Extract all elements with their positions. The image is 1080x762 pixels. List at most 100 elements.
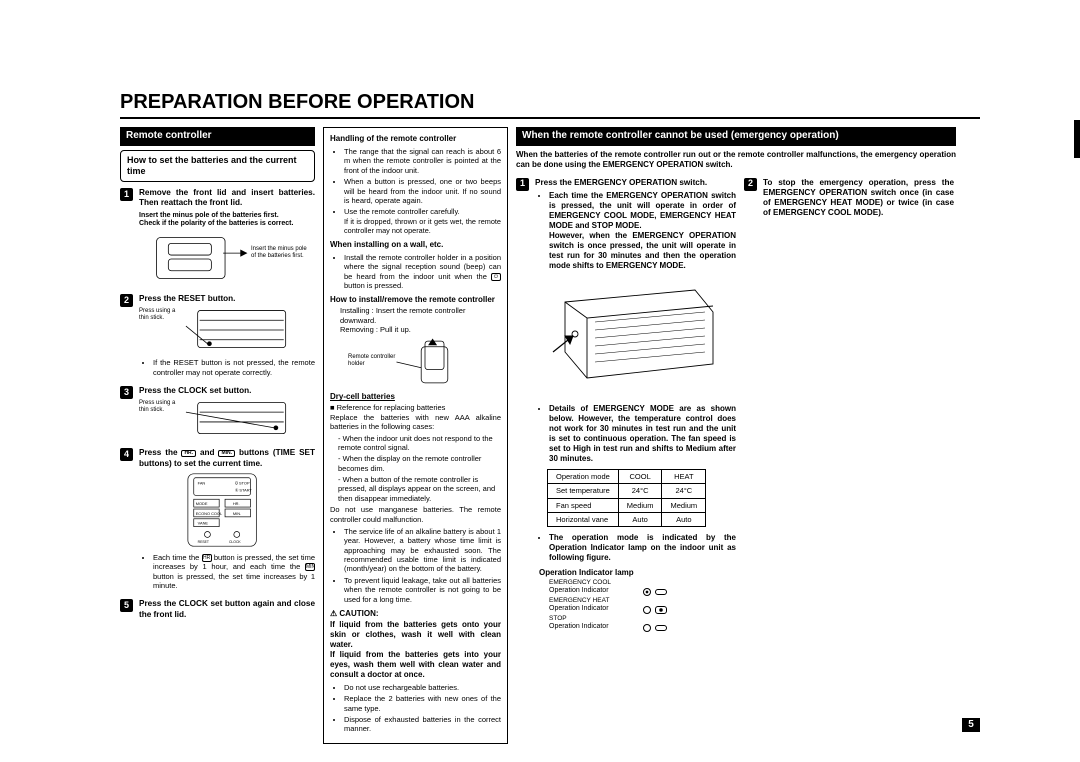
svg-text:HR.: HR.	[233, 501, 240, 506]
drycell-ref: Reference for replacing batteries	[330, 403, 501, 412]
clock-illustration: Press using a thin stick.	[139, 398, 315, 440]
step-4: 4 Press the HR. and MIN. buttons (TIME S…	[120, 448, 315, 595]
emerg-b2: Details of EMERGENCY MODE are as shown b…	[549, 404, 736, 464]
list-item: The service life of an alkaline battery …	[344, 527, 501, 574]
t: However, when the EMERGENCY OPERATION sw…	[549, 231, 736, 271]
ac-unit-illustration	[545, 282, 725, 392]
svg-text:VANE: VANE	[198, 520, 209, 525]
t: Each time the EMERGENCY OPERATION switch…	[549, 191, 736, 230]
hr-icon: HR	[202, 554, 212, 562]
td: Set temperature	[548, 484, 619, 498]
page-root: PREPARATION BEFORE OPERATION Remote cont…	[0, 0, 1080, 762]
indicator-lamp-heading: Operation Indicator lamp	[539, 568, 736, 578]
list-item: Do not use rechargeable batteries.	[344, 683, 501, 692]
t: Operation Indicator	[549, 623, 639, 632]
col-remote-steps: Remote controller How to set the batteri…	[120, 127, 315, 744]
td: Medium	[662, 498, 706, 512]
t: If it is dropped, thrown or it gets wet,…	[344, 217, 501, 235]
page-title: PREPARATION BEFORE OPERATION	[120, 90, 980, 119]
emergency-heading: When the remote controller cannot be use…	[516, 127, 956, 146]
caution-2: If liquid from the batteries gets into y…	[330, 650, 501, 680]
step-4-bullet: Each time the HR button is pressed, the …	[153, 553, 315, 591]
svg-text:FAN: FAN	[198, 480, 206, 485]
step-1-heading: Remove the front lid and insert batterie…	[139, 188, 315, 209]
list-item: Use the remote controller carefully. If …	[344, 207, 501, 235]
list-item: When a button is pressed, one or two bee…	[344, 177, 501, 205]
svg-text:ECONO COOL: ECONO COOL	[196, 511, 223, 516]
drycell-heading: Dry-cell batteries	[330, 392, 501, 402]
emergency-mode-table: Operation mode COOL HEAT Set temperature…	[547, 469, 706, 528]
step-5: 5 Press the CLOCK set button again and c…	[120, 599, 315, 620]
step-5-heading: Press the CLOCK set button again and clo…	[139, 599, 315, 620]
list-item: When the display on the remote controlle…	[338, 454, 501, 473]
list-item: Dispose of exhausted batteries in the co…	[344, 715, 501, 734]
emerg-s2-heading: To stop the emergency operation, press t…	[763, 178, 954, 219]
step-2: 2 Press the RESET button.	[120, 294, 315, 382]
step-3: 3 Press the CLOCK set button.	[120, 386, 315, 444]
t: Operation Indicator	[549, 587, 639, 596]
th: HEAT	[662, 469, 706, 483]
emergency-intro: When the batteries of the remote control…	[516, 150, 956, 170]
drycell-intro: Replace the batteries with new AAA alkal…	[330, 413, 501, 432]
step-1: 1 Remove the front lid and insert batter…	[120, 188, 315, 290]
caution-heading: CAUTION:	[330, 609, 501, 619]
step-2-heading: Press the RESET button.	[139, 294, 315, 304]
emerg-col-right: 2 To stop the emergency operation, press…	[744, 178, 954, 637]
step-num-icon: 4	[120, 448, 133, 461]
slot-icon	[655, 625, 667, 631]
list-item: The range that the signal can reach is a…	[344, 147, 501, 175]
lamp-on-icon	[643, 588, 651, 596]
t: Install the remote controller holder in …	[344, 253, 501, 281]
step-num-icon: 1	[516, 178, 529, 191]
emerg-s1-heading: Press the EMERGENCY OPERATION switch.	[535, 178, 736, 188]
list-item: When a button of the remote controller i…	[338, 475, 501, 503]
ind-mode: EMERGENCY COOL	[549, 579, 736, 587]
t: Each time the	[153, 553, 202, 562]
reset-caption: Press using a thin stick.	[139, 308, 175, 321]
slot-icon	[655, 589, 667, 595]
svg-text:⏻ STOP: ⏻ STOP	[235, 480, 250, 485]
holder-caption: Remote controller holder	[348, 354, 395, 367]
list-item: When the indoor unit does not respond to…	[338, 434, 501, 453]
t: button is pressed, the set time increase…	[153, 572, 315, 590]
ind-mode: STOP	[549, 615, 736, 623]
td: Medium	[618, 498, 662, 512]
td: 24°C	[618, 484, 662, 498]
list-item: Replace the 2 batteries with new ones of…	[344, 694, 501, 713]
t: Use the remote controller carefully.	[344, 207, 460, 216]
step-3-heading: Press the CLOCK set button.	[139, 386, 315, 396]
step-num-icon: 3	[120, 386, 133, 399]
th: COOL	[618, 469, 662, 483]
th: Operation mode	[548, 469, 619, 483]
indicator-row: Operation Indicator	[549, 587, 736, 596]
step-4-heading: Press the HR. and MIN. buttons (TIME SET…	[139, 448, 315, 469]
lamp-on-icon	[655, 606, 667, 614]
install-text: Installing : Insert the remote controlle…	[340, 306, 501, 334]
hr-button-icon: HR.	[181, 450, 196, 457]
indicator-row: Operation Indicator	[549, 623, 736, 632]
col-handling: Handling of the remote controller The ra…	[323, 127, 508, 744]
ind-mode: EMERGENCY HEAT	[549, 597, 736, 605]
svg-text:MIN.: MIN.	[233, 511, 241, 516]
td: Auto	[662, 512, 706, 526]
install-heading: How to install/remove the remote control…	[330, 295, 501, 305]
td: Auto	[618, 512, 662, 526]
td: Fan speed	[548, 498, 619, 512]
caution-1: If liquid from the batteries gets onto y…	[330, 620, 501, 650]
t: Press the	[139, 448, 181, 457]
wall-heading: When installing on a wall, etc.	[330, 240, 501, 250]
handling-heading: Handling of the remote controller	[330, 134, 501, 144]
handling-box: Handling of the remote controller The ra…	[323, 127, 508, 744]
min-button-icon: MIN.	[218, 450, 235, 457]
list-item: Install the remote controller holder in …	[344, 253, 501, 291]
list-item: To prevent liquid leakage, take out all …	[344, 576, 501, 604]
step-num-icon: 2	[120, 294, 133, 307]
indicator-row: Operation Indicator	[549, 605, 736, 614]
t: and	[196, 448, 218, 457]
step-num-icon: 1	[120, 188, 133, 201]
step-num-icon: 2	[744, 178, 757, 191]
page-number: 5	[962, 718, 980, 732]
clock-caption: Press using a thin stick.	[139, 400, 175, 413]
reset-illustration: Press using a thin stick.	[139, 306, 315, 354]
remote-controller-heading: Remote controller	[120, 127, 315, 146]
